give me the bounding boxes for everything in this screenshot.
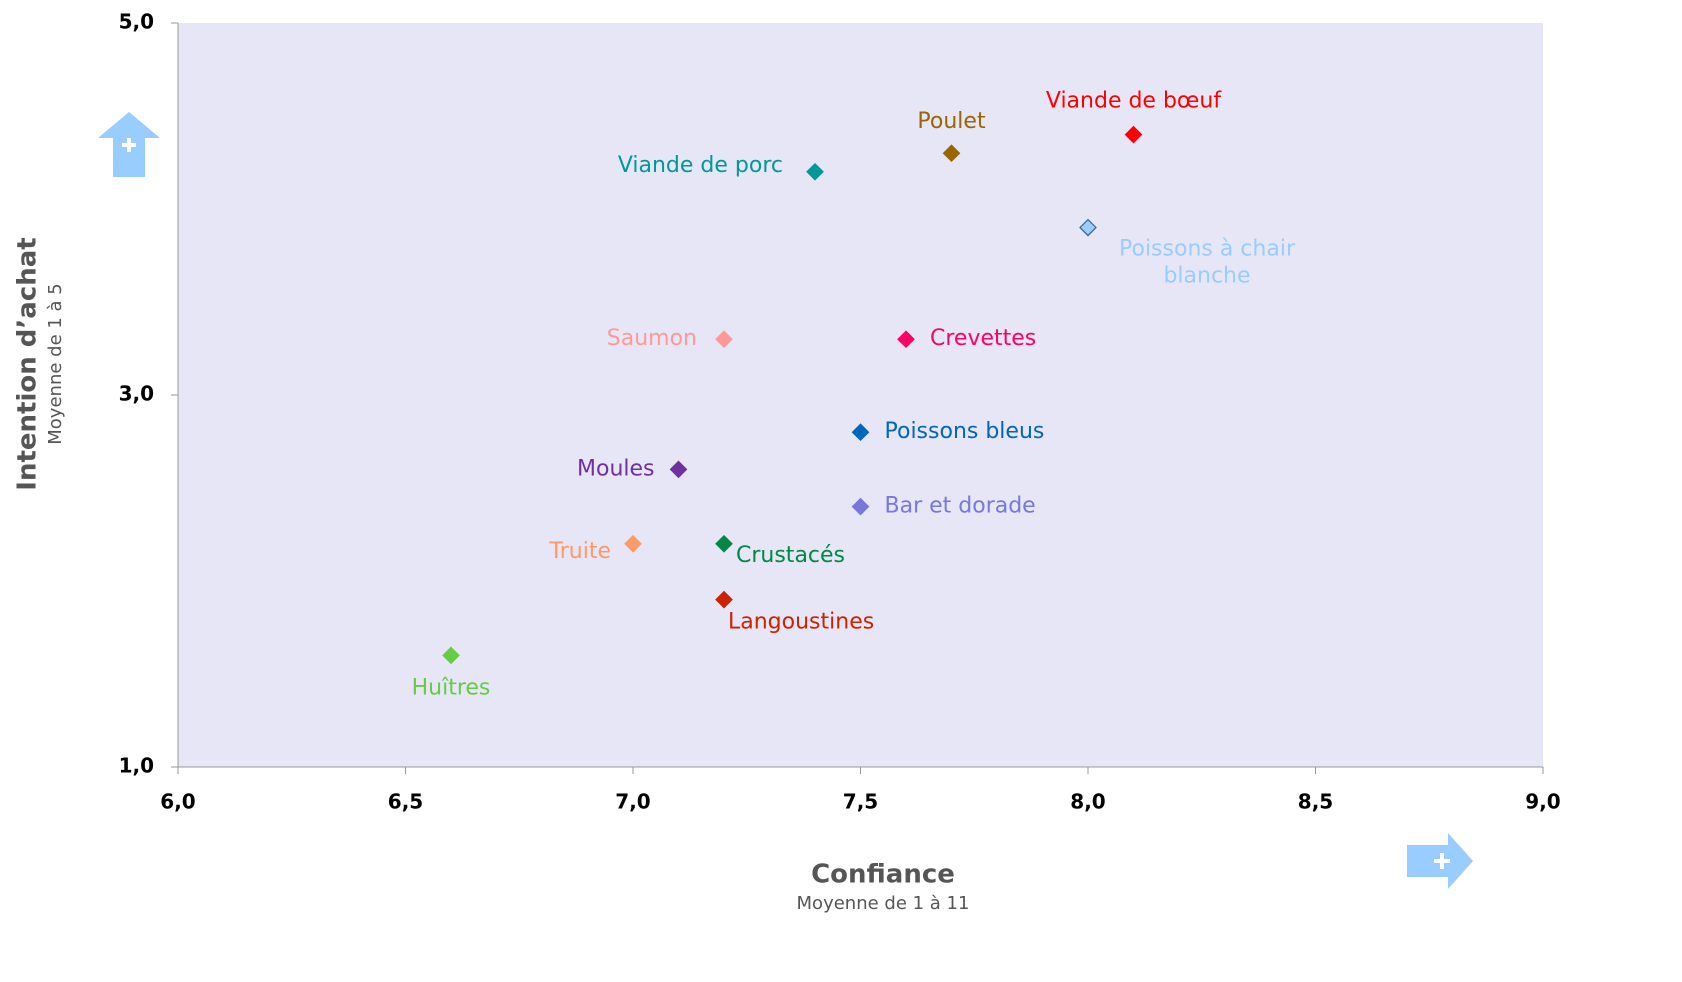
marker xyxy=(715,590,733,609)
marker xyxy=(897,330,915,349)
x-tick-label: 8,5 xyxy=(1298,790,1333,814)
point-label: Viande de bœuf xyxy=(1046,89,1223,114)
marker xyxy=(715,330,733,349)
x-tick-label: 7,0 xyxy=(615,790,650,814)
marker xyxy=(1079,218,1097,237)
point-label: Truite xyxy=(549,539,611,564)
x-tick-label: 8,0 xyxy=(1070,790,1105,814)
marker xyxy=(851,497,870,516)
x-axis-title: Confiance xyxy=(811,860,955,890)
marker xyxy=(806,162,824,181)
y-axis-title: Intention d’achat xyxy=(13,237,43,490)
point-label: Bar et dorade xyxy=(885,494,1036,519)
point-label: Huîtres xyxy=(412,675,491,700)
marker xyxy=(624,534,642,553)
point-label: Poulet xyxy=(917,109,986,134)
marker xyxy=(1124,125,1143,144)
point-label: Crevettes xyxy=(930,326,1036,351)
point-label: Poissons bleus xyxy=(885,419,1045,444)
marker xyxy=(851,423,870,442)
y-tick-label: 3,0 xyxy=(119,382,154,406)
marker xyxy=(669,460,688,479)
x-axis-subtitle: Moyenne de 1 à 11 xyxy=(797,893,970,914)
point-label: Viande de porc xyxy=(618,153,783,178)
point-label: Crustacés xyxy=(736,543,845,568)
point-label: Moules xyxy=(577,456,655,481)
marker xyxy=(942,144,961,163)
plot-area xyxy=(178,23,1543,767)
marker xyxy=(715,534,733,553)
marker xyxy=(442,646,460,665)
x-tick-label: 6,0 xyxy=(160,790,195,814)
x-tick-label: 9,0 xyxy=(1525,790,1560,814)
point-label: Poissons à chair blanche xyxy=(1119,237,1296,289)
y-axis-subtitle: Moyenne de 1 à 5 xyxy=(45,283,66,444)
point-label: Langoustines xyxy=(728,610,874,635)
point-label: Saumon xyxy=(607,326,697,351)
y-tick-label: 5,0 xyxy=(119,10,154,34)
x-tick-label: 6,5 xyxy=(388,790,423,814)
plus-icon xyxy=(1434,853,1450,869)
y-tick-label: 1,0 xyxy=(119,754,154,778)
plus-icon xyxy=(122,138,136,152)
x-tick-label: 7,5 xyxy=(843,790,878,814)
